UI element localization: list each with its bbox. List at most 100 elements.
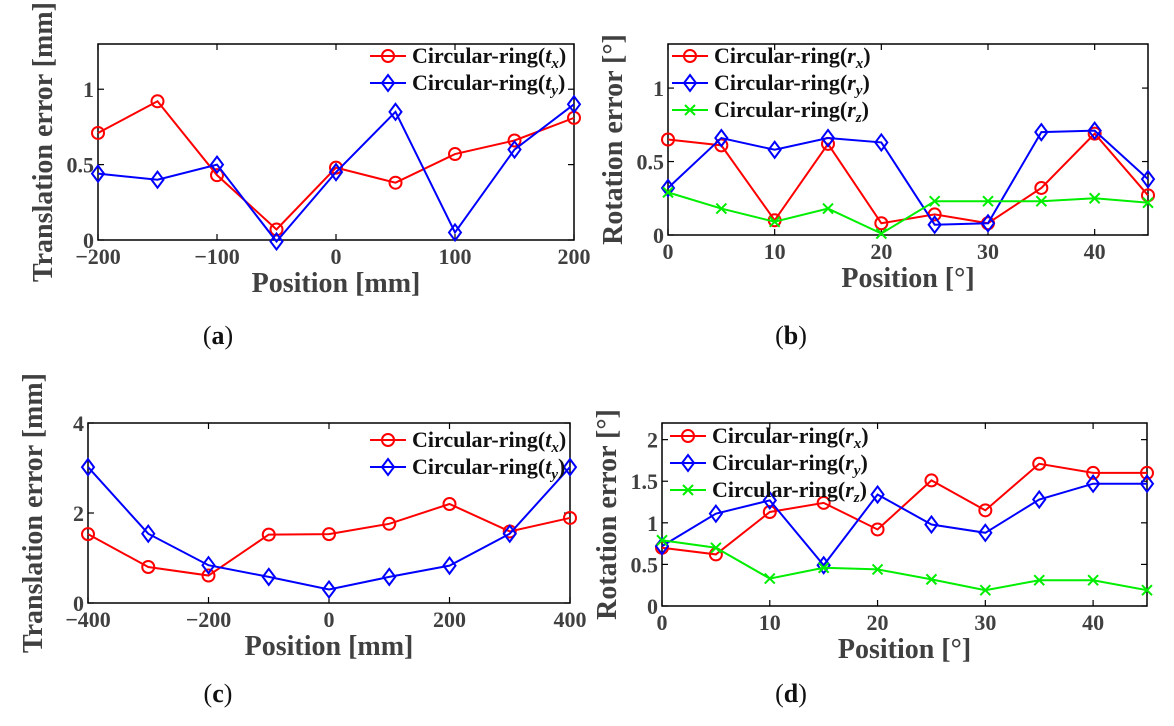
legend-label: Circular-ring(ry) <box>712 450 868 479</box>
data-point <box>767 140 782 160</box>
series-line <box>661 462 1147 556</box>
legend-label: Circular-ring(rx) <box>714 43 871 72</box>
y-tick-label: 1.5 <box>631 469 659 494</box>
data-point <box>874 132 889 153</box>
x-tick-label: 200 <box>433 607 466 632</box>
series-line <box>87 502 571 577</box>
series-y <box>80 457 578 600</box>
legend-marker <box>680 453 696 473</box>
x-tick-label: 20 <box>867 610 889 635</box>
data-point <box>1087 121 1102 141</box>
legend-entry-z: Circular-ring(rz) <box>670 477 867 506</box>
x-tick-label: −200 <box>186 607 232 632</box>
y-tick-label: 2 <box>73 501 84 526</box>
panel-caption: (c) <box>204 679 233 708</box>
series-line <box>667 132 1149 225</box>
x-tick-label: 0 <box>324 607 335 632</box>
x-axis-label: Position [°] <box>838 634 971 665</box>
legend-label: Circular-ring(ry) <box>714 70 870 99</box>
data-point <box>870 484 885 505</box>
legend-marker <box>684 104 696 116</box>
data-point <box>261 567 276 587</box>
data-point <box>1034 180 1049 195</box>
data-point <box>660 178 676 198</box>
data-point <box>141 524 156 544</box>
data-point <box>924 473 939 488</box>
data-point <box>90 163 106 184</box>
data-point <box>502 524 517 544</box>
data-point <box>566 94 582 114</box>
data-point <box>1140 169 1156 189</box>
data-point <box>1085 474 1101 494</box>
data-point <box>1086 465 1101 480</box>
x-tick-label: 200 <box>558 244 591 269</box>
legend-label: Circular-ring(ty) <box>412 70 565 99</box>
data-point <box>762 505 777 520</box>
legend-entry-y: Circular-ring(ty) <box>370 70 565 99</box>
x-tick-label: −400 <box>65 607 111 632</box>
data-point <box>562 457 578 477</box>
series-y <box>90 94 582 252</box>
data-point <box>209 154 225 175</box>
legend-marker <box>380 73 396 93</box>
data-point <box>442 497 457 511</box>
series-line <box>667 129 1149 226</box>
panel-caption: (d) <box>775 679 807 708</box>
series-line <box>661 482 1147 567</box>
data-point <box>817 562 830 574</box>
y-axis-label: Rotation error [°] <box>592 409 623 620</box>
legend-entry-x: Circular-ring(rx) <box>672 43 871 72</box>
data-point <box>1032 456 1047 471</box>
series-y <box>660 121 1156 235</box>
y-tick-label: 0 <box>83 228 94 253</box>
data-point <box>925 573 938 586</box>
data-point <box>978 503 993 518</box>
series-x <box>81 497 577 583</box>
data-point <box>81 527 95 542</box>
data-point <box>927 215 942 235</box>
x-tick-label: 100 <box>439 244 472 269</box>
x-tick-label: 400 <box>554 607 587 632</box>
data-point <box>447 222 463 243</box>
x-tick-label: −200 <box>75 244 121 269</box>
data-point <box>982 195 994 207</box>
x-axis-label: Position [mm] <box>245 631 414 662</box>
series-z <box>662 186 1154 240</box>
legend-entry-y: Circular-ring(ry) <box>672 70 870 99</box>
chart-c: −400 −200 0 200 400 0 2 4 Position [mm] Translati… <box>18 373 587 708</box>
data-point <box>871 563 884 576</box>
data-point <box>708 504 724 524</box>
data-point <box>141 560 156 574</box>
x-tick-label: 0 <box>331 244 342 269</box>
chart-d: 0 10 20 30 40 0 0.5 1 1.5 2 Position [°] Rotation e… <box>592 409 1155 708</box>
data-point <box>715 202 728 215</box>
data-point <box>201 568 216 583</box>
data-point <box>710 542 722 554</box>
data-point <box>1033 574 1045 586</box>
x-tick-label: −100 <box>194 244 240 269</box>
legend-marker <box>380 457 396 477</box>
legend-label: Circular-ring(ty) <box>412 454 565 483</box>
data-point <box>816 495 831 510</box>
panel-caption: (b) <box>775 321 807 350</box>
x-tick-label: 0 <box>657 610 668 635</box>
data-point <box>328 162 344 182</box>
legend-entry-x: Circular-ring(rx) <box>670 423 869 452</box>
data-point <box>91 125 105 140</box>
data-point <box>321 579 337 600</box>
legend-entry-z: Circular-ring(rz) <box>672 97 869 126</box>
legend-label: Circular-ring(rz) <box>714 97 869 126</box>
x-tick-label: 40 <box>1084 239 1106 264</box>
data-point <box>1031 489 1047 510</box>
series-line <box>87 466 571 591</box>
legend-label: Circular-ring(rx) <box>712 423 869 452</box>
data-point <box>1035 195 1048 207</box>
data-point <box>150 94 165 109</box>
data-point <box>979 584 992 596</box>
x-tick-label: 40 <box>1082 610 1104 635</box>
data-point <box>388 102 403 122</box>
y-tick-label: 0.5 <box>637 150 665 175</box>
data-point <box>822 202 834 215</box>
data-point <box>661 132 675 147</box>
data-point <box>820 128 836 148</box>
